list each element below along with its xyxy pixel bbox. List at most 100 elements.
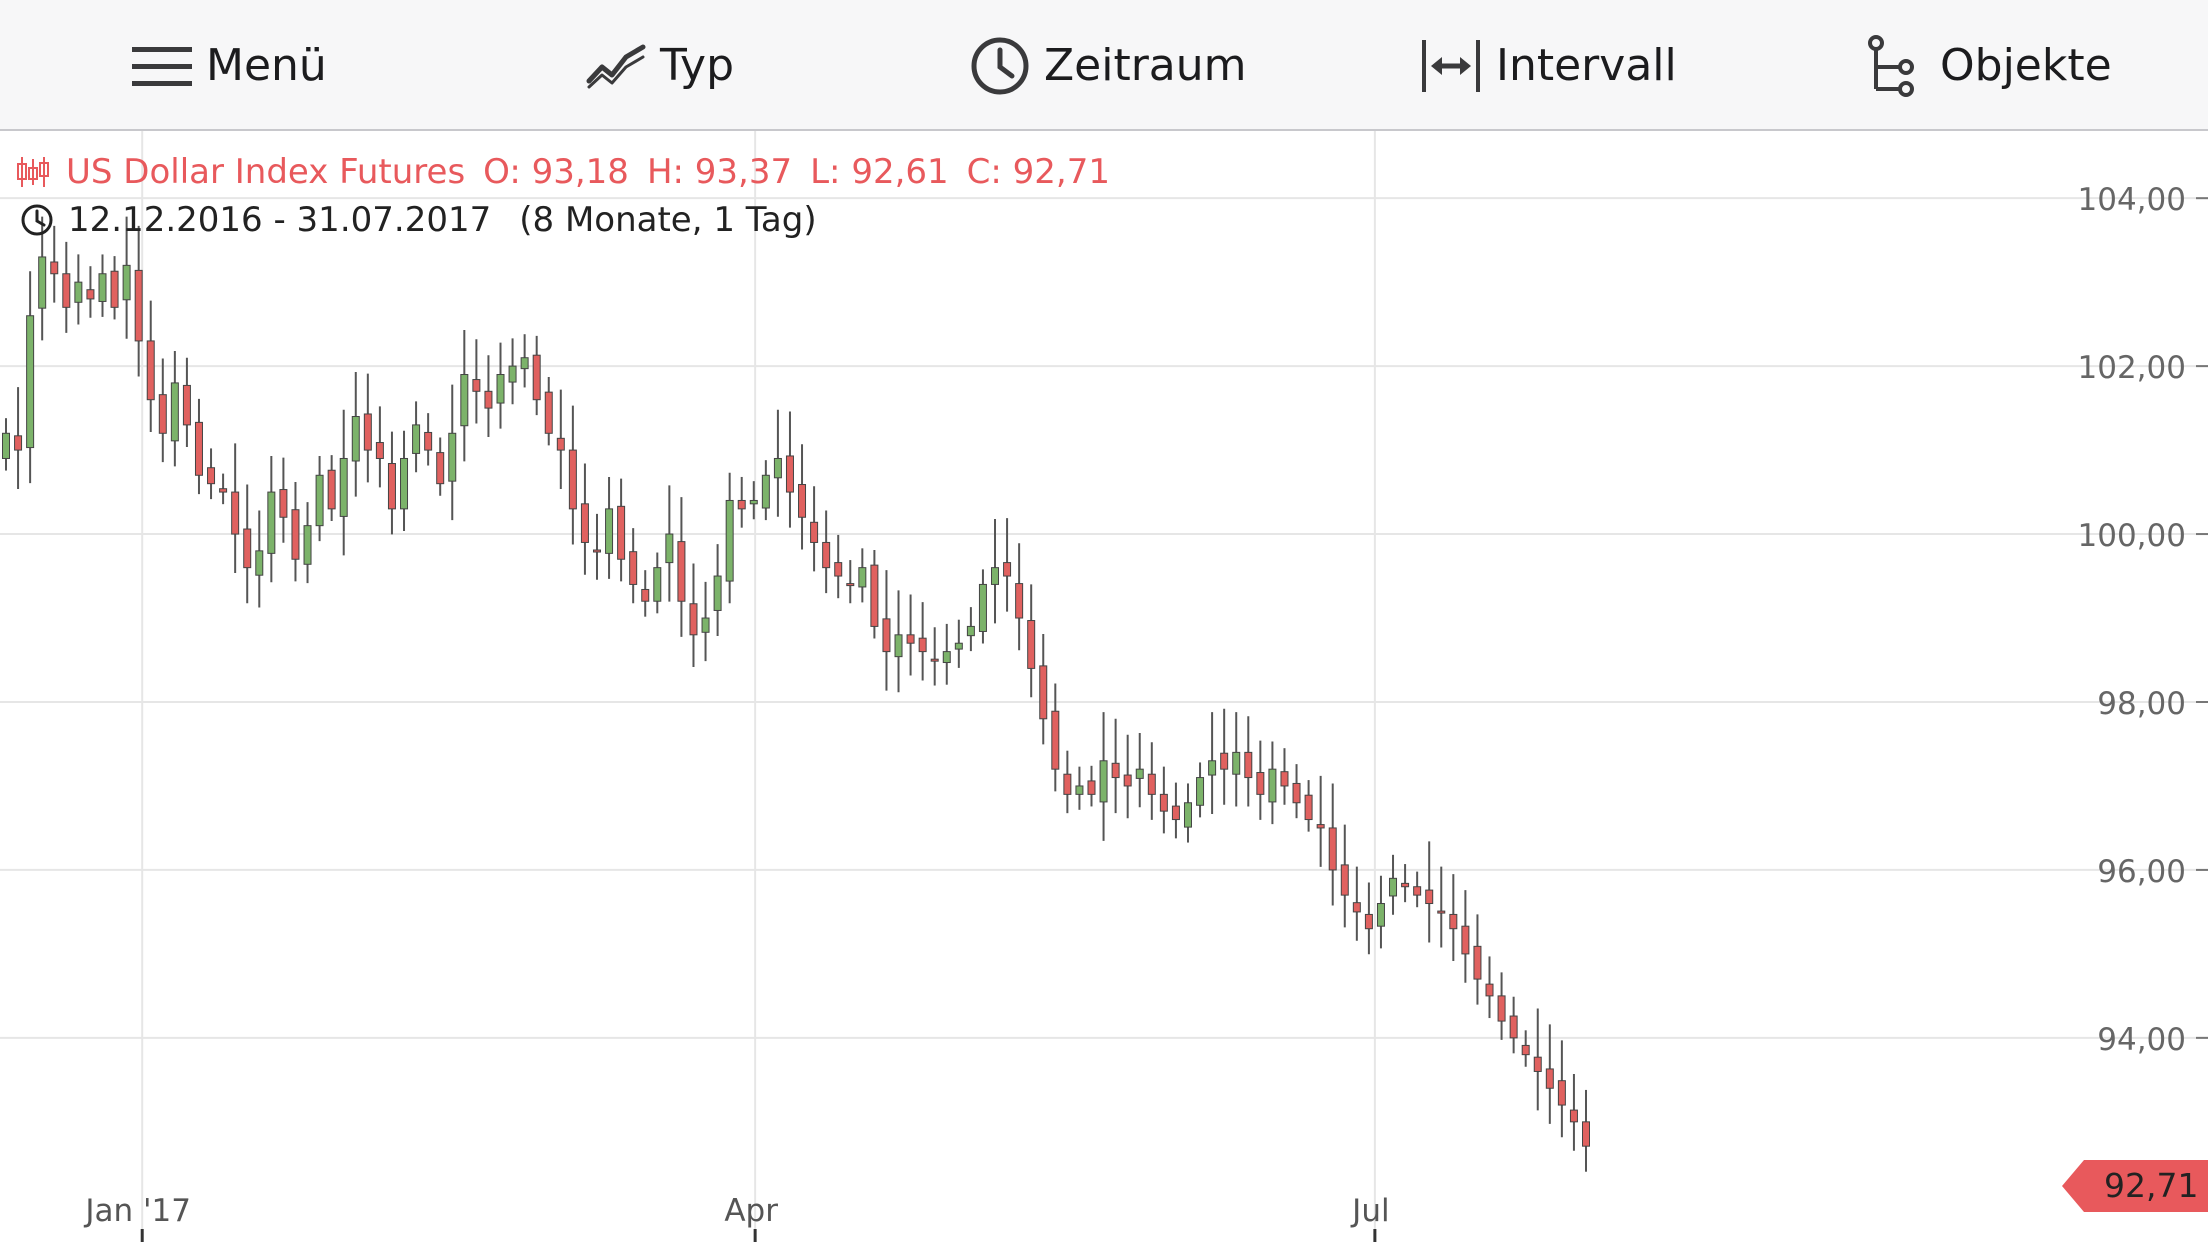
objects-button[interactable]: Objekte [1866,0,2112,131]
candle [942,623,951,685]
candle [291,481,300,582]
candle [472,339,481,424]
candle [400,430,409,532]
candle [1340,824,1349,928]
candle [219,473,228,505]
candle [761,460,770,521]
candle [1220,708,1229,805]
candle [496,342,505,429]
candle [2,418,10,471]
candle [484,355,493,437]
candle [1135,733,1144,808]
candle [1485,956,1494,1019]
candle [1015,543,1024,651]
timeframe-label: Zeitraum [1044,40,1247,91]
candle [1545,1024,1554,1124]
candle [1027,584,1036,698]
candle [713,544,722,636]
candle [363,373,372,483]
candle [86,266,95,318]
y-tick-label: 98,00 [2097,686,2186,722]
candle [1111,718,1120,814]
menu-icon [132,46,192,86]
candle [749,481,758,520]
candle [1232,712,1241,807]
candle [894,590,903,693]
menu-label: Menü [206,40,327,91]
candle [665,485,674,602]
candle [460,330,469,462]
objects-tree-icon [1868,34,1914,97]
interval-arrows-icon [1422,39,1480,92]
candle [194,398,203,495]
candle [846,560,855,604]
y-tick-label: 104,00 [2078,182,2186,218]
timeframe-button[interactable]: Zeitraum [970,0,1247,131]
objects-label: Objekte [1940,40,2112,91]
type-button[interactable]: Typ [586,0,734,131]
candle [231,443,240,574]
date-range: 12.12.2016 - 31.07.2017 [68,200,492,240]
clock-icon [21,204,53,236]
candle [1123,734,1132,819]
candle [617,478,626,582]
candle [134,225,143,377]
candle [1292,764,1301,819]
candle [303,502,312,584]
candle [1244,716,1253,807]
candle [930,627,939,686]
candle [1364,882,1373,955]
candle [1159,766,1168,834]
candle [954,619,963,668]
x-axis: Jan '17 Apr Jul [83,1193,1390,1242]
candle [1557,1040,1566,1138]
candle [1051,683,1060,792]
y-tick-label: 94,00 [2097,1022,2186,1058]
candle [556,389,565,490]
y-tick-label: 100,00 [2078,518,2186,554]
candle [773,409,782,517]
candle [1473,914,1482,1005]
chart-toolbar: Menü Typ Zeitraum Intervall [0,0,2208,131]
candle [906,594,915,676]
candle [315,455,324,542]
candle [182,357,191,448]
candle [1437,866,1446,948]
candle [544,377,553,446]
candle [26,271,35,484]
candle [1497,972,1506,1040]
candle [14,387,23,490]
candle [267,455,276,583]
candle [1099,712,1108,841]
candle [1461,890,1470,983]
candle [98,254,107,317]
candle [991,518,1000,624]
candle [1569,1073,1578,1151]
candle [737,476,746,528]
candle [810,486,819,572]
candle [158,358,167,463]
candle [834,534,843,599]
candle [412,401,421,473]
candle [520,334,529,388]
interval-button[interactable]: Intervall [1420,0,1677,131]
candle [580,463,589,575]
candle [568,405,577,545]
candlestick-chart[interactable]: 94,00 96,00 98,00 100,00 102,00 104,00 Jan '1… [0,131,2208,1242]
menu-button[interactable]: Menü [132,0,327,131]
candles [2,216,1590,1172]
candle [387,431,396,535]
candle [1533,1008,1542,1111]
candle [351,371,360,497]
candle [110,256,119,320]
candle [122,216,131,339]
candle [1413,871,1422,908]
candle [641,570,650,617]
candle [966,607,975,652]
candle [339,409,348,556]
last-price-label: 92,71 [2104,1166,2199,1205]
candle [1208,712,1217,815]
candle [1087,765,1096,807]
candle [532,335,541,416]
last-price-badge: 92,71 [2062,1160,2208,1212]
